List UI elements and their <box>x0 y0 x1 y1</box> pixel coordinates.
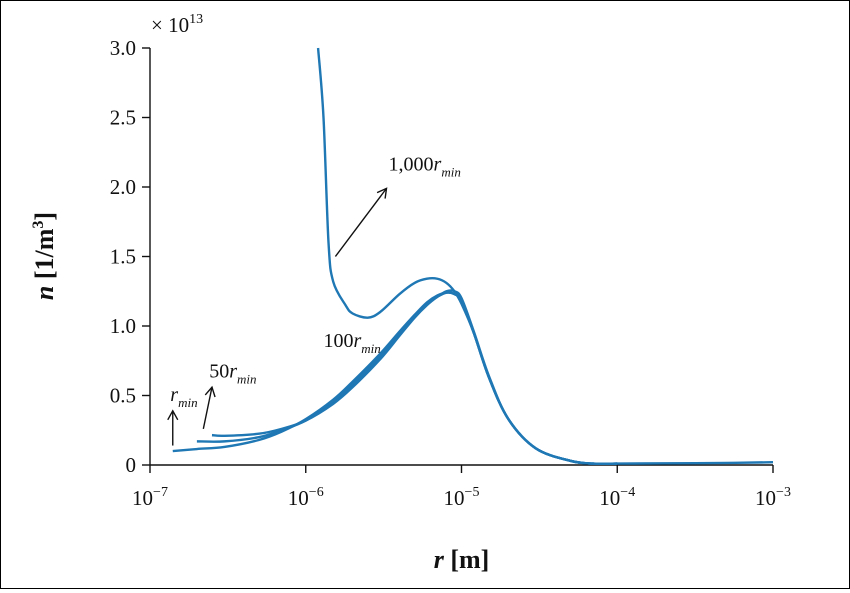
annotation-label: rmin <box>170 384 197 410</box>
annotation-arrow <box>334 187 388 257</box>
y-tick-label: 3.0 <box>110 36 136 60</box>
y-tick-label: 1.5 <box>110 245 136 269</box>
series-line-2 <box>211 289 618 466</box>
y-multiplier-label: × 1013 <box>151 12 203 37</box>
series-line-0 <box>172 291 774 466</box>
y-tick-label: 1.0 <box>110 314 136 338</box>
axes: 10−7 10−6 10−5 10−4 10−3 0 0.5 1.0 1.5 2.0 2.5 3.0 ×… <box>30 12 791 574</box>
x-axis-title: r [m] <box>434 545 490 574</box>
y-tick-label: 2.5 <box>110 106 136 130</box>
annotation-label: 100rmin <box>323 330 380 356</box>
x-tick-label: 10−4 <box>599 485 635 510</box>
x-tick-label: 10−6 <box>288 485 324 510</box>
annotations: 1,000rmin 100rmin 50rmin rmin <box>167 153 461 446</box>
x-tick-label: 10−7 <box>132 485 168 510</box>
annotation-label: 50rmin <box>209 360 256 386</box>
x-tick-label: 10−5 <box>444 485 480 510</box>
series-line-3 <box>316 47 618 466</box>
annotation-arrow <box>202 385 216 430</box>
y-tick-label: 0.5 <box>110 384 136 408</box>
series-line-1 <box>196 291 618 466</box>
y-tick-label: 0 <box>126 453 137 477</box>
series-layer <box>172 47 774 466</box>
annotation-label: 1,000rmin <box>389 153 461 179</box>
x-tick-label: 10−3 <box>755 485 791 510</box>
y-axis-title: n [1/m3] <box>30 212 59 300</box>
y-tick-label: 2.0 <box>110 175 136 199</box>
